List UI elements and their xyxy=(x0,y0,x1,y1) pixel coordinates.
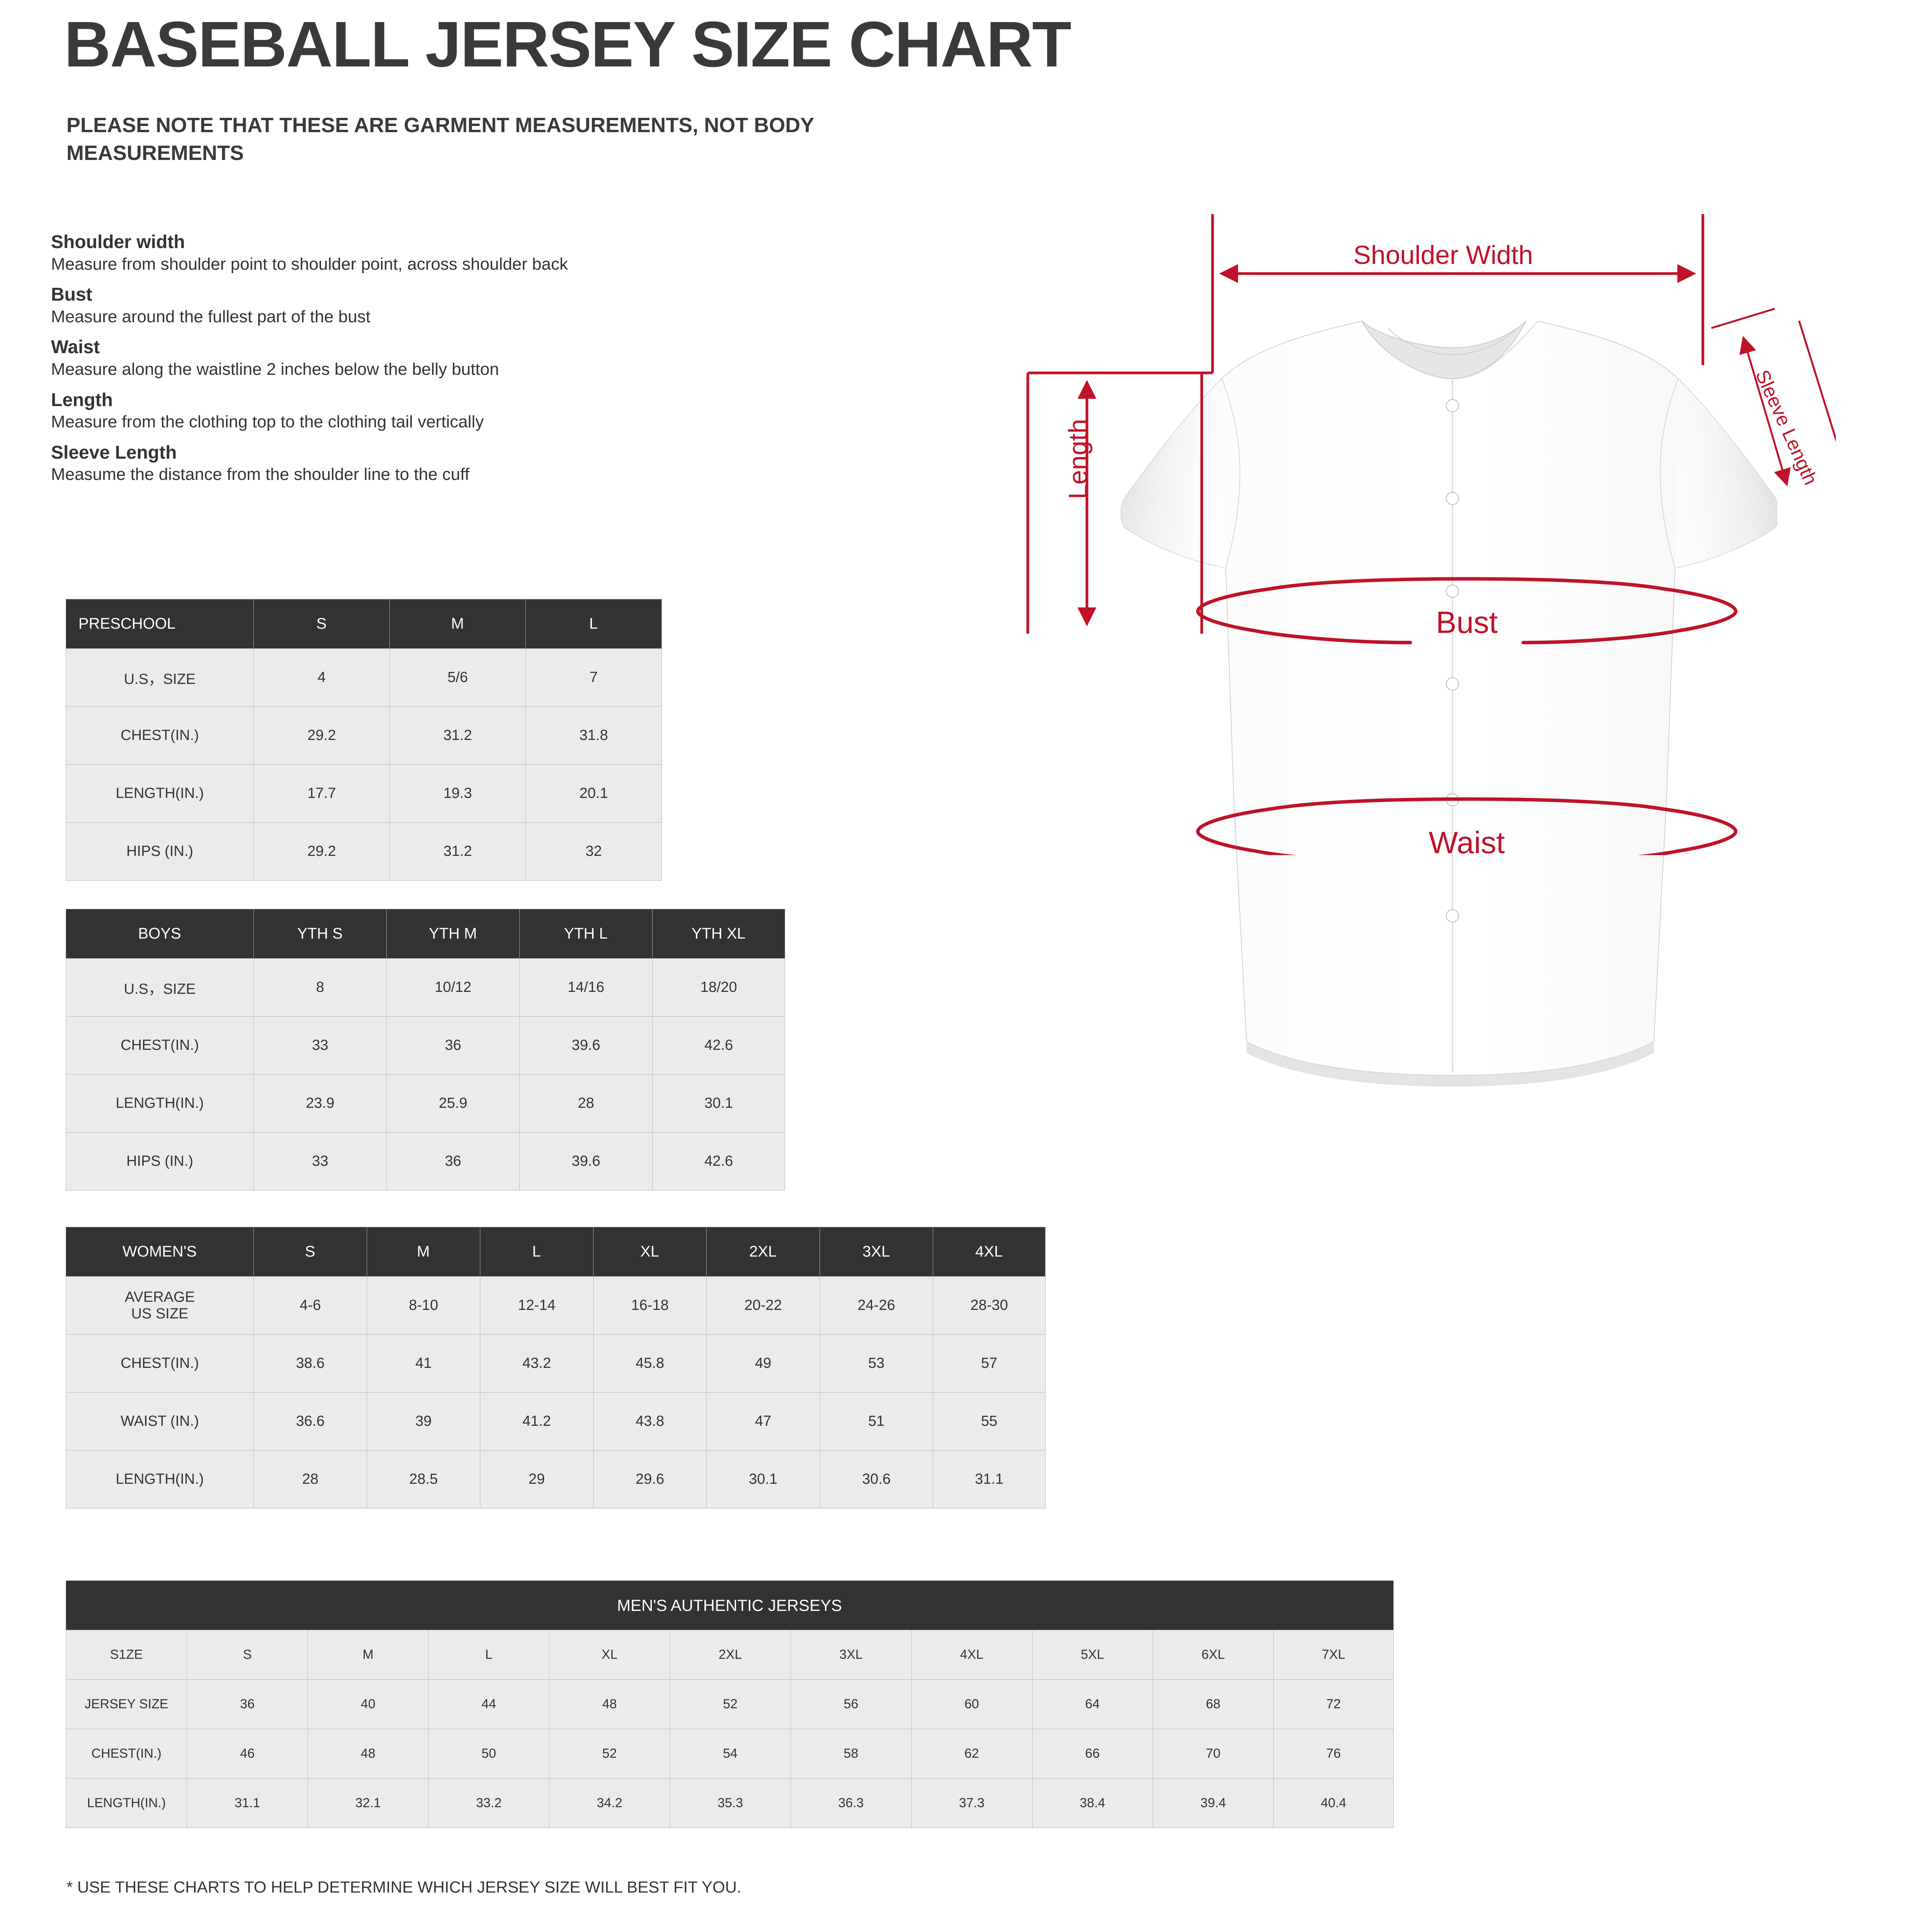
svg-text:Shoulder Width: Shoulder Width xyxy=(1354,240,1533,270)
svg-text:Waist: Waist xyxy=(1429,825,1505,855)
svg-text:Length: Length xyxy=(1063,419,1093,499)
svg-text:Sleeve Length: Sleeve Length xyxy=(1751,367,1821,488)
svg-text:Bust: Bust xyxy=(1436,605,1498,639)
